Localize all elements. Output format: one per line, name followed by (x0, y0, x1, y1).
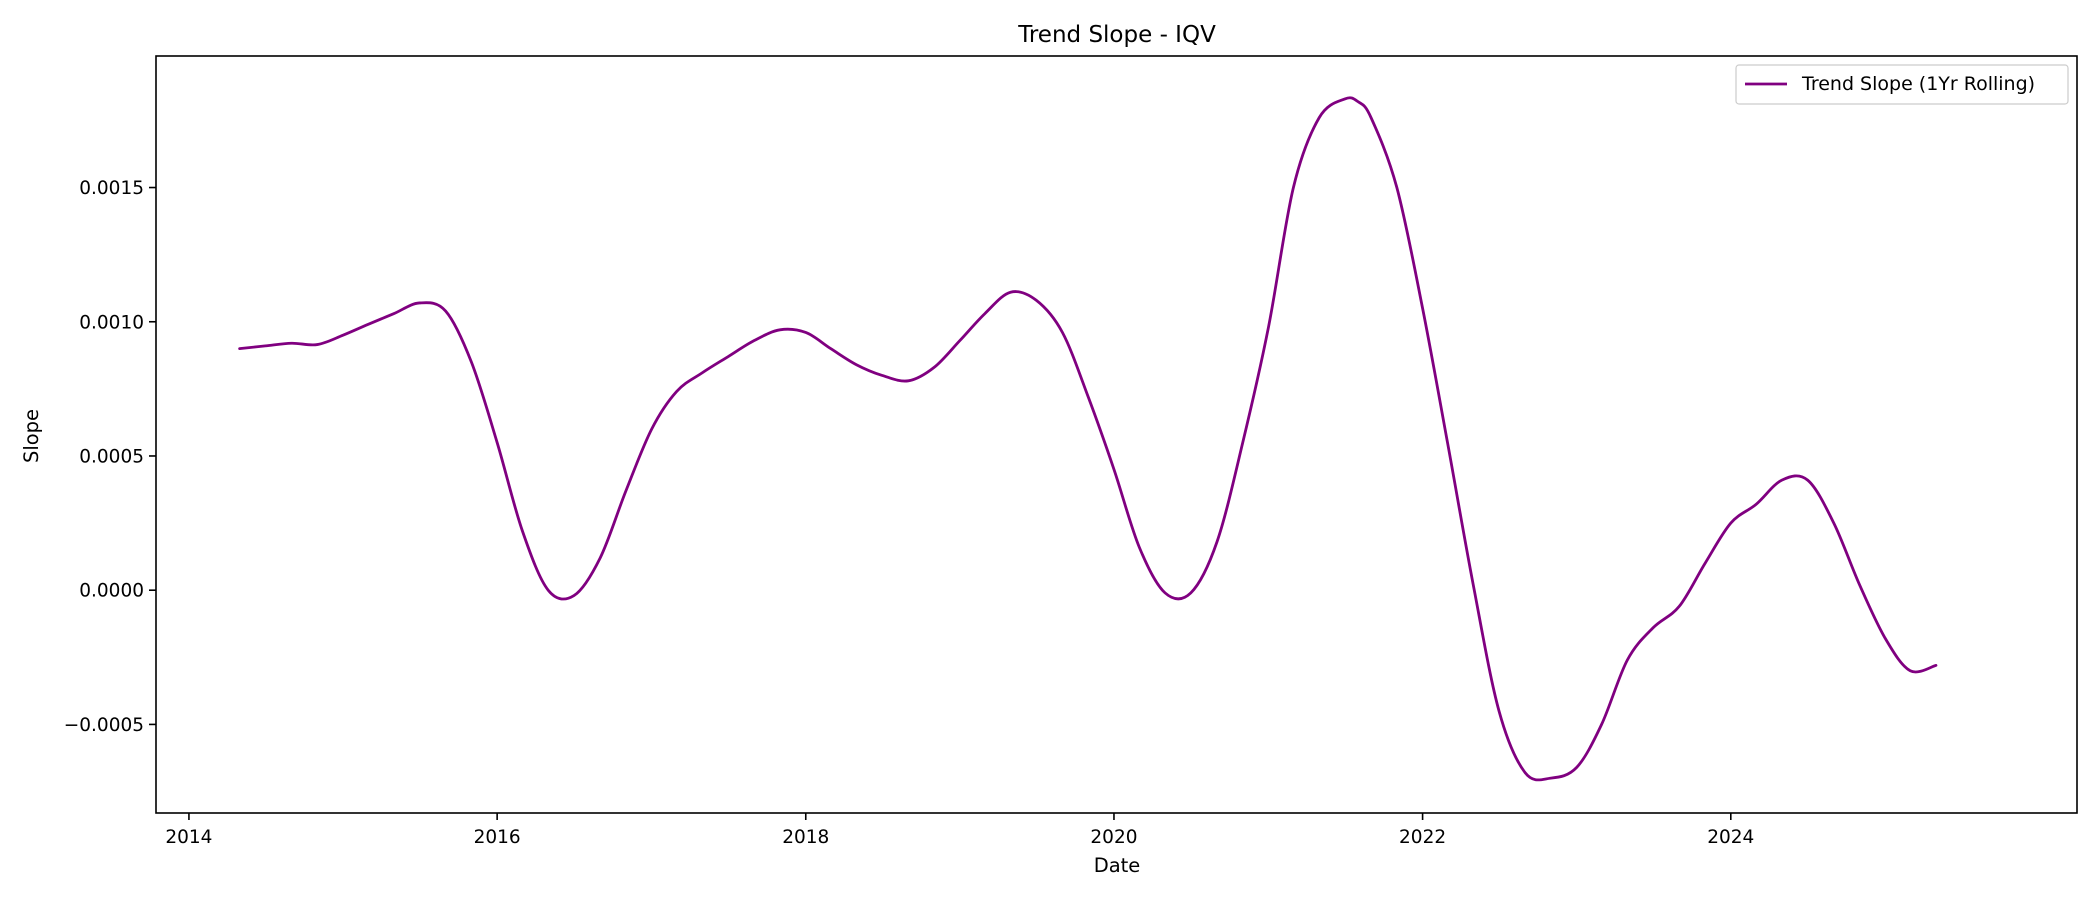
y-tick-label: 0.0005 (79, 446, 144, 467)
legend-label: Trend Slope (1Yr Rolling) (1801, 73, 2035, 95)
x-tick-label: 2018 (782, 827, 829, 848)
y-tick-label: −0.0005 (64, 715, 144, 736)
axes-frame (155, 55, 2078, 814)
x-axis-label: Date (1094, 854, 1141, 877)
legend: Trend Slope (1Yr Rolling) (1735, 64, 2069, 105)
x-tick-label: 2014 (165, 827, 212, 848)
x-tick-label: 2024 (1707, 827, 1754, 848)
y-axis-label: Slope (20, 409, 43, 463)
legend-box (1735, 64, 2069, 105)
plot-area (238, 96, 1938, 782)
chart-title: Trend Slope - IQV (1017, 22, 1216, 48)
y-tick-label: 0.0010 (79, 312, 144, 333)
x-tick-label: 2022 (1399, 827, 1446, 848)
y-tick-label: 0.0015 (79, 178, 144, 199)
series-line-0 (238, 96, 1938, 782)
axes: 2014 2016 2018 2020 2022 2024 −0.0005 0.0000 0.0… (64, 55, 2078, 848)
x-tick-label: 2016 (474, 827, 521, 848)
x-tick-label: 2020 (1090, 827, 1137, 848)
y-tick-label: 0.0000 (79, 581, 144, 602)
